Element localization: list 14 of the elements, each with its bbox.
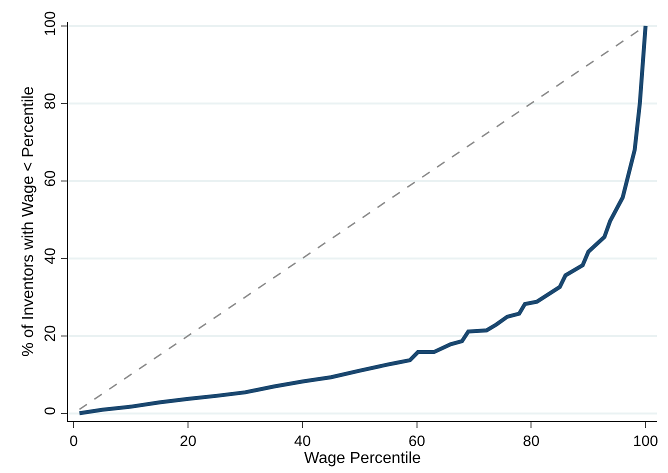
y-tick-label: 40 xyxy=(42,248,59,264)
x-tick-label: 100 xyxy=(633,433,658,450)
x-tick-label: 60 xyxy=(408,433,426,450)
y-axis-title: % of Inventors with Wage < Percentile xyxy=(20,86,37,357)
y-tick-label: 100 xyxy=(42,11,59,36)
x-axis-title: Wage Percentile xyxy=(304,450,421,467)
y-tick-label: 20 xyxy=(42,325,59,342)
x-tick-label: 20 xyxy=(180,433,196,450)
y-tick-label: 0 xyxy=(42,406,59,416)
x-tick-label: 40 xyxy=(294,433,311,450)
y-tick-label: 80 xyxy=(42,92,59,110)
y-tick-label: 60 xyxy=(42,170,59,187)
x-tick-label: 0 xyxy=(70,433,78,450)
x-tick-label: 80 xyxy=(522,433,540,450)
